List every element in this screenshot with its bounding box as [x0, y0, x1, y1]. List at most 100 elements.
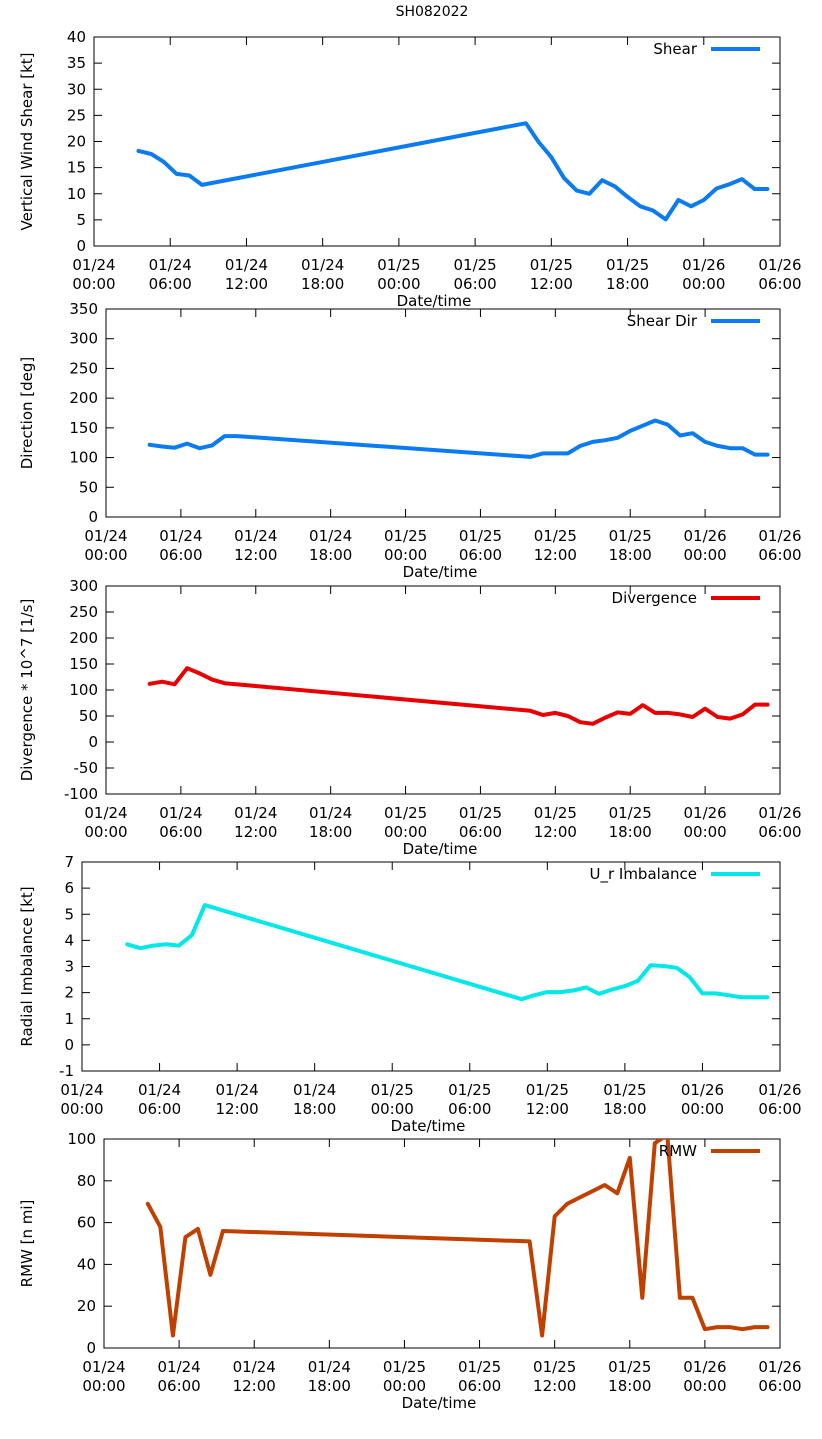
series-line-divergence — [147, 666, 770, 726]
y-tick-label: 7 — [64, 853, 74, 871]
x-tick-label-date: 01/24 — [234, 527, 277, 545]
y-tick-label: 60 — [77, 1214, 96, 1232]
y-tick-label: 0 — [86, 1339, 96, 1357]
x-tick-label-date: 01/25 — [383, 1358, 426, 1376]
y-tick-label: 25 — [67, 106, 86, 124]
x-tick-label-time: 18:00 — [608, 1377, 651, 1395]
series-line-shear-dir — [147, 418, 770, 459]
x-tick-label-time: 12:00 — [225, 275, 268, 293]
y-axis-label: Vertical Wind Shear [kt] — [18, 52, 36, 230]
x-tick-label-time: 06:00 — [458, 1377, 501, 1395]
chart-panel-2: 05010015020025030035001/2400:0001/2406:0… — [18, 300, 802, 581]
series-line-rmw — [145, 1139, 770, 1338]
y-tick-label: 100 — [67, 1130, 96, 1148]
y-tick-label: -1 — [59, 1062, 74, 1080]
y-tick-label: 250 — [69, 603, 98, 621]
x-tick-label-date: 01/25 — [458, 1358, 501, 1376]
x-tick-label-date: 01/24 — [82, 1358, 125, 1376]
x-tick-label-time: 06:00 — [758, 546, 801, 564]
x-tick-label-date: 01/26 — [682, 256, 725, 274]
x-tick-label-date: 01/25 — [609, 527, 652, 545]
x-tick-label-time: 00:00 — [82, 1377, 125, 1395]
x-tick-label-date: 01/24 — [293, 1081, 336, 1099]
y-tick-label: 0 — [88, 508, 98, 526]
x-tick-label-time: 00:00 — [377, 275, 420, 293]
y-tick-label: 5 — [64, 905, 74, 923]
plot-frame — [105, 585, 781, 795]
x-tick-label-time: 06:00 — [138, 1100, 181, 1118]
x-axis-label: Date/time — [402, 1394, 477, 1412]
x-tick-label-date: 01/24 — [309, 804, 352, 822]
x-tick-label-date: 01/24 — [84, 527, 127, 545]
x-tick-label-date: 01/24 — [60, 1081, 103, 1099]
x-tick-label-date: 01/25 — [448, 1081, 491, 1099]
x-tick-label-time: 00:00 — [84, 823, 127, 841]
x-tick-label-time: 00:00 — [683, 1377, 726, 1395]
chart-panel-1: 051015202530354001/2400:0001/2406:0001/2… — [18, 28, 802, 310]
y-tick-label: 100 — [69, 681, 98, 699]
x-tick-label-time: 06:00 — [149, 275, 192, 293]
y-tick-label: 300 — [69, 330, 98, 348]
x-tick-label-date: 01/25 — [377, 256, 420, 274]
x-tick-label-date: 01/24 — [301, 256, 344, 274]
y-tick-label: 50 — [79, 478, 98, 496]
x-tick-label-date: 01/24 — [159, 804, 202, 822]
series-line-u-r-imbalance — [125, 903, 770, 1002]
y-tick-label: 3 — [64, 958, 74, 976]
x-tick-label-time: 18:00 — [293, 1100, 336, 1118]
x-tick-label-date: 01/24 — [157, 1358, 200, 1376]
x-tick-label-time: 12:00 — [233, 1377, 276, 1395]
x-tick-label-date: 01/26 — [683, 527, 726, 545]
x-tick-label-date: 01/25 — [608, 1358, 651, 1376]
y-tick-label: 20 — [67, 133, 86, 151]
y-tick-label: 2 — [64, 984, 74, 1002]
x-tick-label-time: 12:00 — [215, 1100, 258, 1118]
x-tick-label-date: 01/25 — [526, 1081, 569, 1099]
x-tick-label-date: 01/24 — [138, 1081, 181, 1099]
x-tick-label-time: 18:00 — [309, 823, 352, 841]
x-tick-label-date: 01/24 — [309, 527, 352, 545]
legend-label: RMW — [659, 1142, 697, 1160]
x-tick-label-time: 00:00 — [683, 546, 726, 564]
y-tick-label: 35 — [67, 54, 86, 72]
x-tick-label-time: 12:00 — [234, 546, 277, 564]
x-tick-label-time: 18:00 — [609, 823, 652, 841]
y-tick-label: 5 — [76, 211, 86, 229]
x-tick-label-date: 01/24 — [215, 1081, 258, 1099]
x-tick-label-time: 12:00 — [530, 275, 573, 293]
legend-label: U_r Imbalance — [589, 865, 697, 884]
x-tick-label-date: 01/25 — [459, 527, 502, 545]
x-tick-label-date: 01/26 — [758, 527, 801, 545]
x-tick-label-date: 01/25 — [533, 1358, 576, 1376]
x-tick-label-time: 12:00 — [234, 823, 277, 841]
x-tick-label-time: 00:00 — [384, 823, 427, 841]
x-tick-label-time: 06:00 — [159, 823, 202, 841]
y-tick-label: 4 — [64, 931, 74, 949]
x-tick-label-time: 06:00 — [758, 823, 801, 841]
legend-label: Divergence — [612, 589, 697, 607]
x-tick-label-time: 00:00 — [682, 275, 725, 293]
chart-panel-3: -100-5005010015020025030001/2400:0001/24… — [18, 577, 802, 858]
x-axis-label: Date/time — [403, 840, 478, 858]
x-tick-label-date: 01/26 — [758, 804, 801, 822]
x-tick-label-date: 01/24 — [225, 256, 268, 274]
x-tick-label-time: 18:00 — [606, 275, 649, 293]
plot-frame — [105, 308, 781, 518]
x-tick-label-date: 01/26 — [683, 804, 726, 822]
x-tick-label-time: 18:00 — [309, 546, 352, 564]
x-axis-label: Date/time — [397, 292, 472, 310]
x-tick-label-time: 00:00 — [383, 1377, 426, 1395]
x-tick-label-time: 06:00 — [157, 1377, 200, 1395]
x-tick-label-date: 01/25 — [603, 1081, 646, 1099]
x-tick-label-date: 01/25 — [459, 804, 502, 822]
y-tick-label: 20 — [77, 1297, 96, 1315]
x-tick-label-time: 06:00 — [758, 1100, 801, 1118]
y-tick-label: 0 — [64, 1036, 74, 1054]
x-tick-label-date: 01/24 — [308, 1358, 351, 1376]
y-tick-label: 0 — [76, 237, 86, 255]
y-tick-label: -50 — [74, 759, 99, 777]
y-axis-label: Divergence * 10^7 [1/s] — [18, 599, 36, 782]
x-tick-label-time: 00:00 — [681, 1100, 724, 1118]
figure-title: SH082022 — [396, 4, 469, 20]
